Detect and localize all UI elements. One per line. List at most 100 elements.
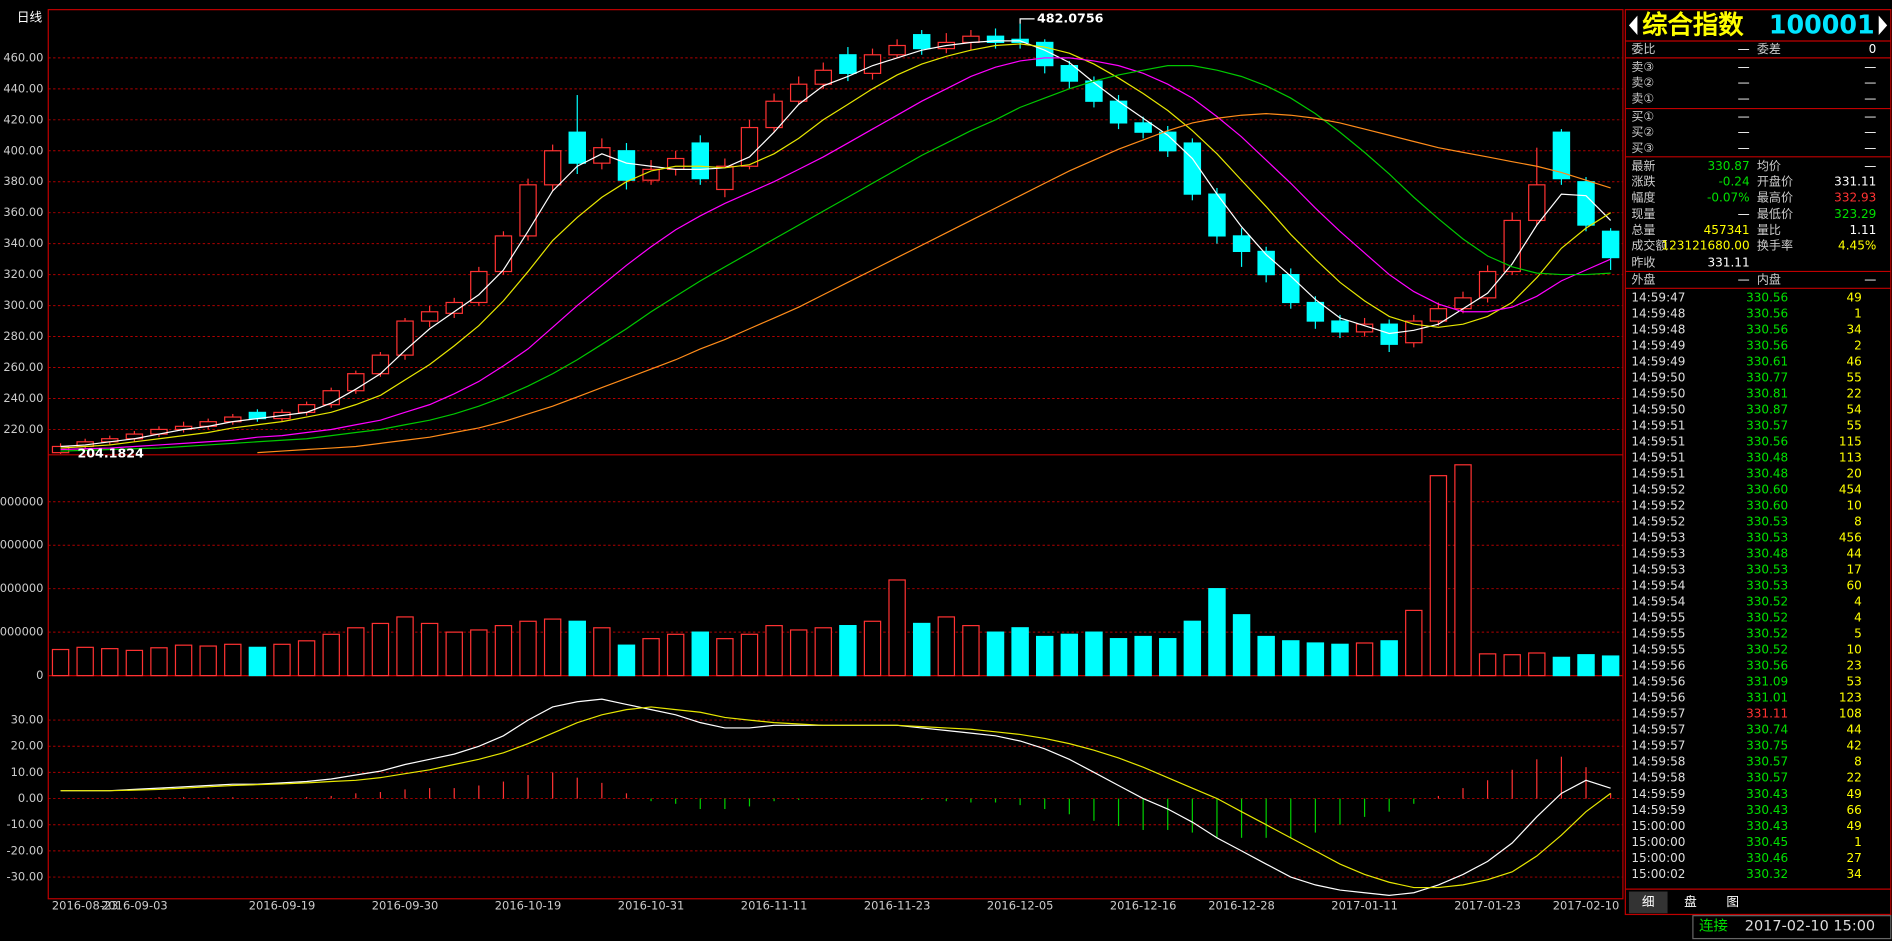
quote-label: 昨收 bbox=[1631, 255, 1655, 269]
quote-label: 量比 bbox=[1757, 223, 1781, 237]
trade-price: 330.60 bbox=[1746, 499, 1788, 513]
quote-value: — bbox=[1864, 272, 1876, 286]
volume-bar bbox=[519, 620, 537, 677]
x-tick-label: 2016-09-03 bbox=[101, 899, 168, 913]
volume-bar bbox=[863, 620, 882, 677]
trade-price: 330.52 bbox=[1746, 595, 1788, 609]
volume-bar bbox=[101, 648, 119, 677]
volume-bar bbox=[1454, 464, 1472, 677]
y-tick-label: 3000000 bbox=[0, 538, 43, 552]
y-tick-label: 320.00 bbox=[3, 267, 43, 281]
quote-value: — bbox=[1738, 42, 1750, 56]
y-tick-label: 30.00 bbox=[11, 713, 44, 727]
trade-price: 330.45 bbox=[1746, 835, 1788, 849]
prev-arrow[interactable] bbox=[1628, 15, 1638, 35]
moving-average bbox=[60, 43, 1611, 449]
candle-body bbox=[1552, 131, 1571, 180]
trade-volume: 53 bbox=[1846, 675, 1861, 689]
y-tick-label: 280.00 bbox=[3, 329, 43, 343]
candle-body bbox=[1183, 142, 1202, 195]
candle-body bbox=[1528, 184, 1546, 222]
trade-time: 14:59:57 bbox=[1631, 723, 1685, 737]
quote-value: 4.45% bbox=[1838, 239, 1876, 253]
volume-bar bbox=[396, 616, 414, 677]
quote-label: — bbox=[1864, 60, 1876, 74]
y-tick-label: 300.00 bbox=[3, 298, 43, 312]
trade-price: 331.01 bbox=[1746, 691, 1788, 705]
trade-volume: 10 bbox=[1846, 499, 1861, 513]
trade-time: 14:59:54 bbox=[1631, 595, 1685, 609]
trade-price: 330.53 bbox=[1746, 515, 1788, 529]
tab-active[interactable] bbox=[1628, 891, 1668, 914]
high-label: 482.0756 bbox=[1037, 10, 1104, 25]
tab[interactable]: 细 bbox=[1642, 894, 1655, 909]
volume-bar bbox=[174, 644, 193, 677]
volume-bar bbox=[543, 618, 562, 677]
volume-bar bbox=[1552, 656, 1571, 677]
candle-body bbox=[839, 54, 857, 74]
y-tick-label: 0.00 bbox=[18, 791, 44, 805]
quote-value: — bbox=[1738, 110, 1750, 124]
candle-body bbox=[1331, 320, 1349, 333]
y-tick-label: 1000000 bbox=[0, 625, 43, 639]
quote-value: 323.29 bbox=[1834, 207, 1876, 221]
volume-bar bbox=[568, 620, 586, 677]
y-tick-label: 420.00 bbox=[3, 112, 43, 126]
trade-time: 14:59:54 bbox=[1631, 579, 1685, 593]
chart-frame bbox=[47, 9, 1624, 900]
trade-price: 330.60 bbox=[1746, 483, 1788, 497]
quote-label: 最新 bbox=[1631, 158, 1655, 173]
low-label: 204.1824 bbox=[77, 445, 144, 460]
volume-bar bbox=[199, 645, 217, 677]
trade-price: 330.57 bbox=[1746, 419, 1788, 433]
candle-body bbox=[1454, 297, 1472, 310]
trade-price: 330.53 bbox=[1746, 579, 1788, 593]
trade-time: 14:59:57 bbox=[1631, 739, 1685, 753]
candle-body bbox=[1503, 219, 1521, 273]
volume-bar bbox=[1134, 635, 1152, 677]
y-tick-label: -20.00 bbox=[7, 843, 44, 857]
quote-label: 买① bbox=[1631, 110, 1654, 124]
trade-volume: 49 bbox=[1846, 290, 1861, 304]
volume-bar bbox=[740, 633, 759, 677]
volume-bar bbox=[1528, 652, 1546, 677]
candle-body bbox=[765, 100, 783, 129]
candle-body bbox=[1232, 235, 1251, 253]
candle-body bbox=[494, 235, 513, 273]
x-tick-label: 2016-12-28 bbox=[1208, 899, 1275, 913]
trade-price: 330.57 bbox=[1746, 755, 1788, 769]
x-tick-label: 2016-09-30 bbox=[372, 899, 439, 913]
trade-price: 331.09 bbox=[1746, 675, 1788, 689]
trade-volume: 44 bbox=[1846, 723, 1861, 737]
trade-price: 330.56 bbox=[1746, 435, 1788, 449]
trade-time: 14:59:50 bbox=[1631, 387, 1685, 401]
volume-bar bbox=[986, 631, 1005, 677]
quote-label: 委比 bbox=[1631, 42, 1655, 56]
x-tick-label: 2017-01-23 bbox=[1454, 899, 1521, 913]
tab[interactable]: 图 bbox=[1726, 894, 1739, 909]
candle-body bbox=[863, 54, 882, 74]
volume-bar bbox=[1208, 588, 1226, 677]
status-time: 2017-02-10 15:00 bbox=[1745, 919, 1875, 935]
y-tick-label: 20.00 bbox=[11, 739, 44, 753]
volume-bar bbox=[912, 622, 931, 677]
volume-bar bbox=[1036, 635, 1054, 677]
candle-body bbox=[912, 34, 931, 50]
quote-value: -0.07% bbox=[1707, 190, 1750, 204]
quote-value: -0.24 bbox=[1718, 175, 1749, 189]
trade-price: 330.48 bbox=[1746, 467, 1788, 481]
volume-bar bbox=[224, 643, 242, 677]
quote-label: 卖③ bbox=[1631, 60, 1654, 74]
volume-bar bbox=[1478, 653, 1497, 677]
volume-bar bbox=[371, 622, 390, 677]
candle-body bbox=[470, 270, 488, 304]
period-label: 日线 bbox=[17, 10, 43, 25]
tab[interactable]: 盘 bbox=[1684, 894, 1697, 909]
candle-body bbox=[1429, 308, 1448, 322]
volume-bar bbox=[1601, 655, 1620, 677]
trade-volume: 454 bbox=[1839, 483, 1862, 497]
next-arrow[interactable] bbox=[1878, 15, 1888, 35]
high-marker bbox=[1019, 18, 1035, 24]
volume-bar bbox=[839, 625, 857, 677]
